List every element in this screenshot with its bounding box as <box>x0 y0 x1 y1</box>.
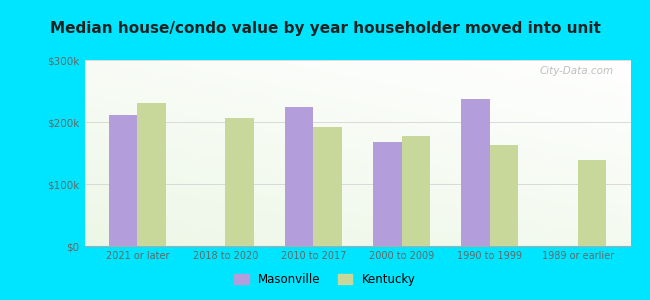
Bar <box>285 106 313 246</box>
Bar <box>578 160 606 246</box>
Bar <box>489 145 518 246</box>
Bar <box>109 115 137 246</box>
Bar <box>226 118 254 246</box>
Bar <box>462 99 489 246</box>
Bar <box>402 136 430 246</box>
Text: Median house/condo value by year householder moved into unit: Median house/condo value by year househo… <box>49 21 601 36</box>
Bar <box>373 142 402 246</box>
Bar <box>313 127 342 246</box>
Text: City-Data.com: City-Data.com <box>540 66 614 76</box>
Bar <box>137 103 166 246</box>
Legend: Masonville, Kentucky: Masonville, Kentucky <box>229 269 421 291</box>
